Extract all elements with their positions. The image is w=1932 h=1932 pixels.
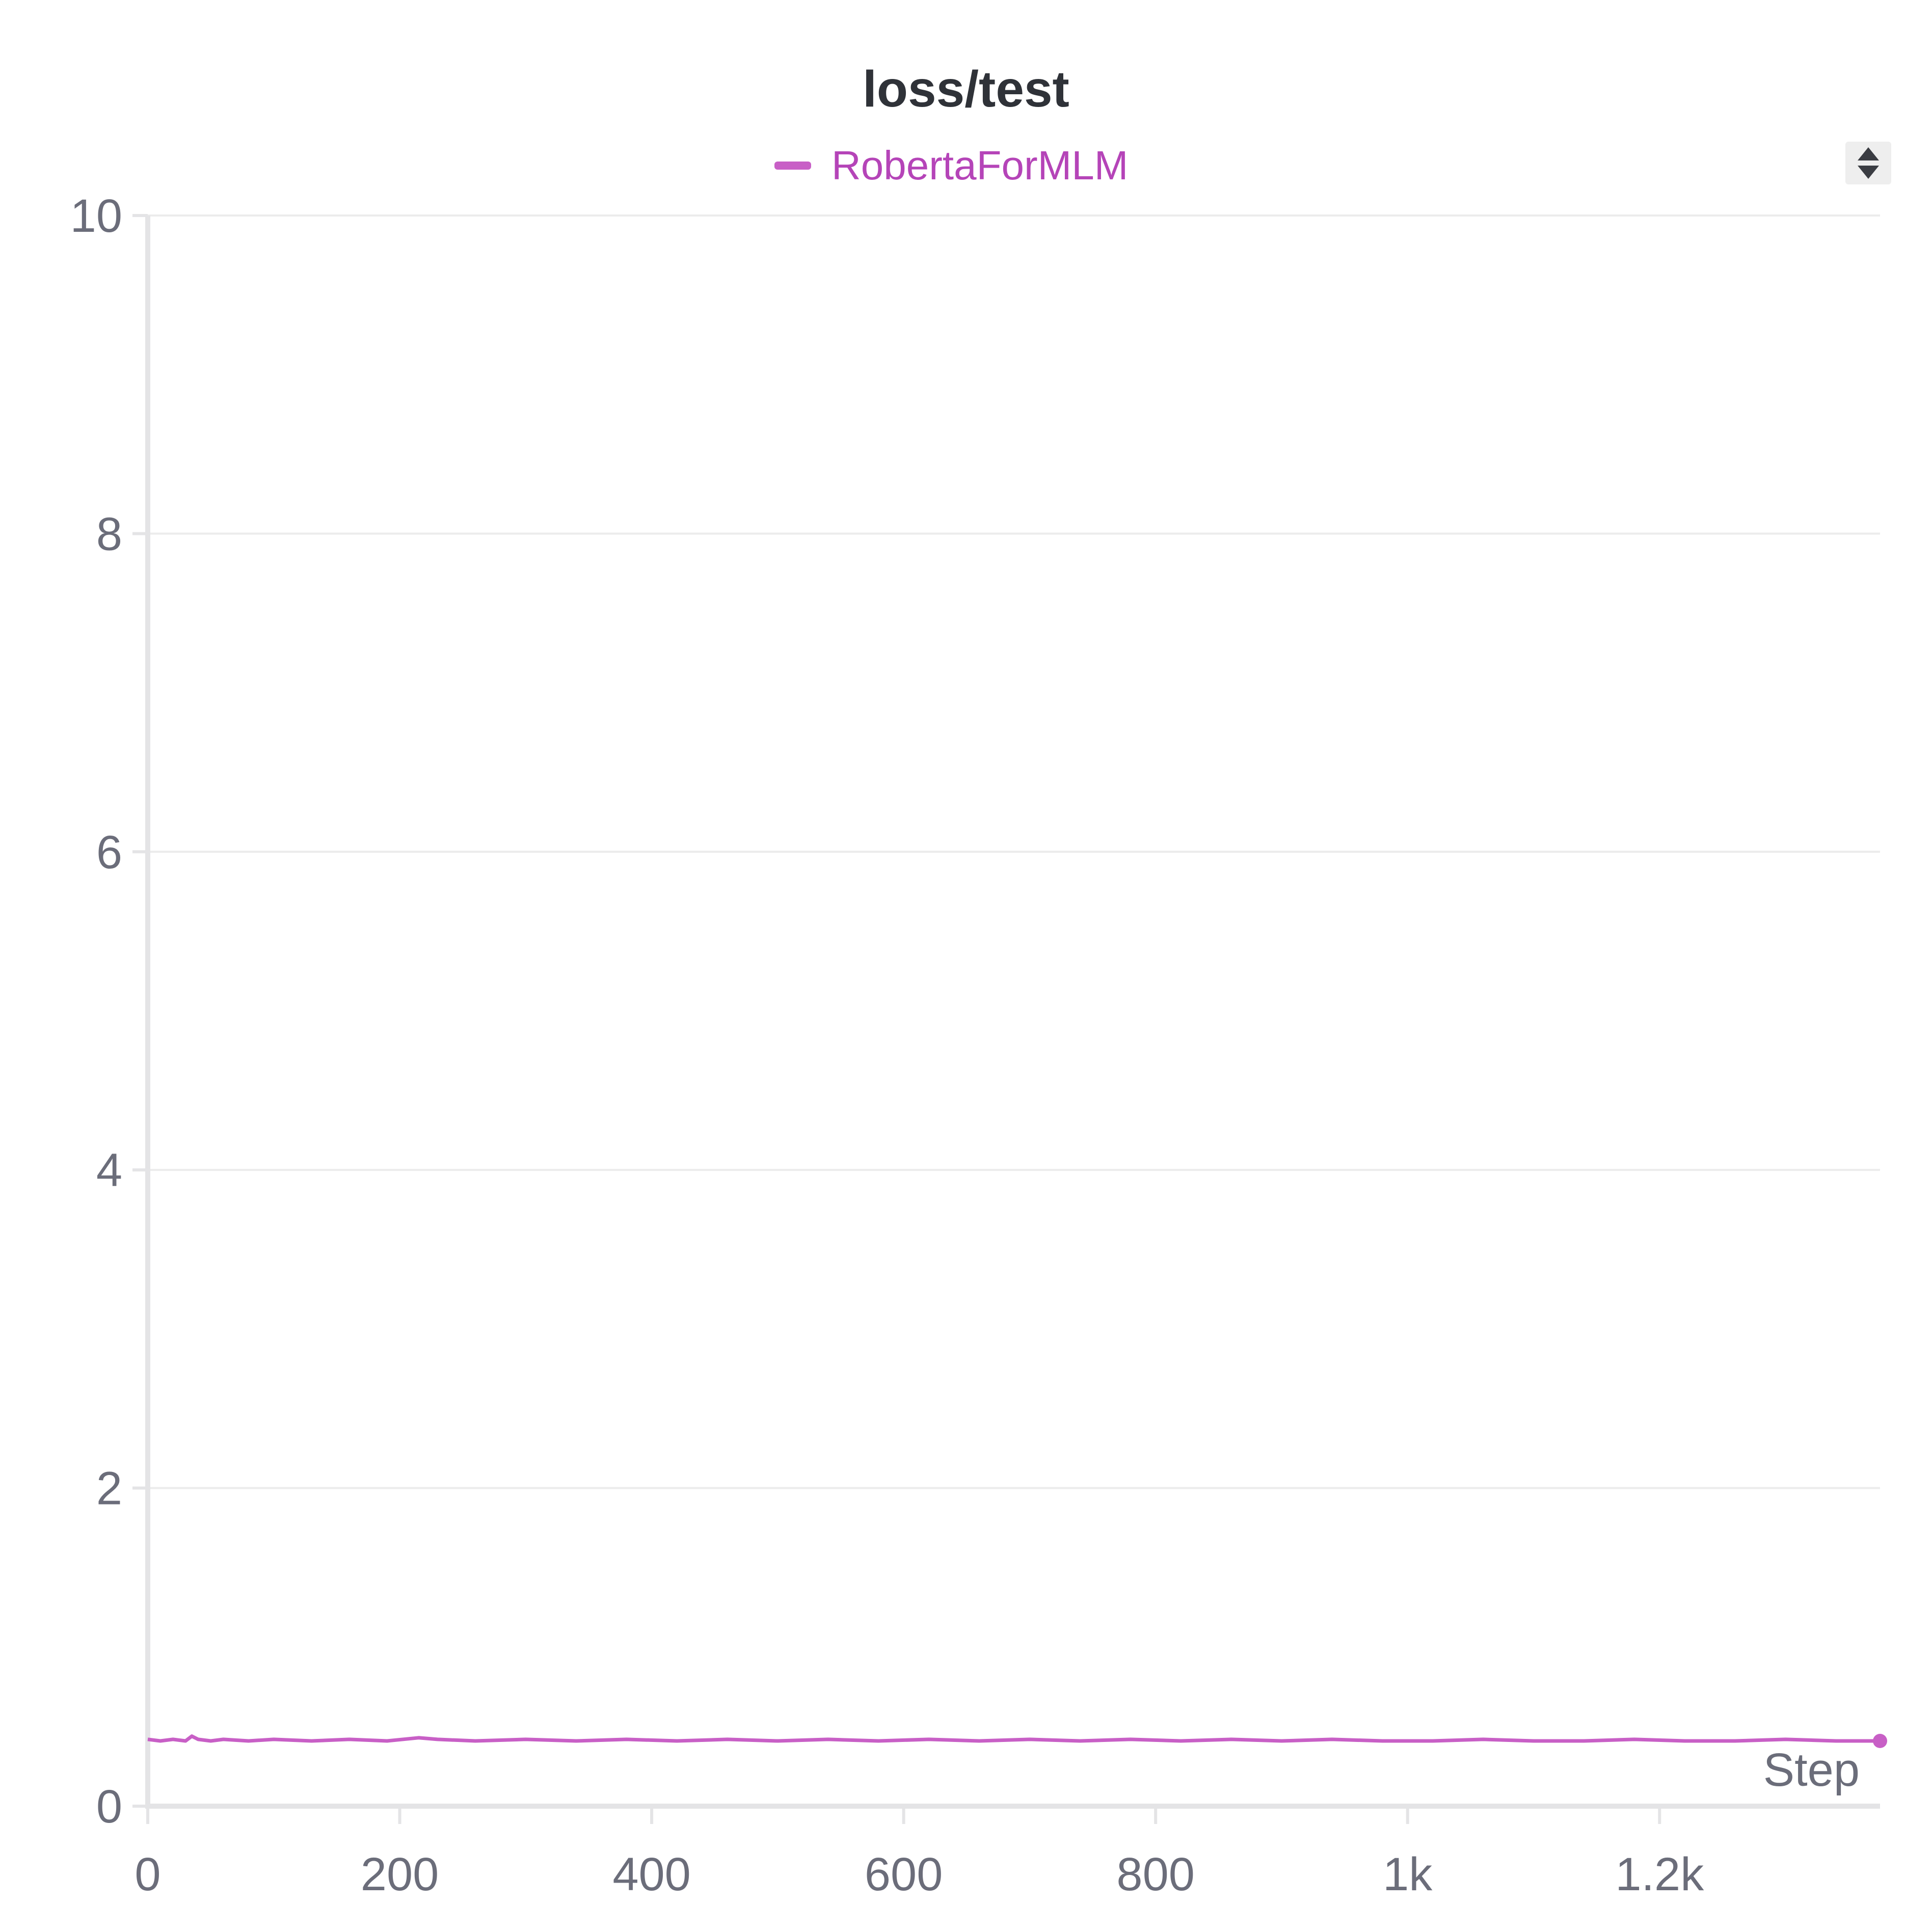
x-axis-label: Step xyxy=(1763,1744,1860,1796)
grid-lines xyxy=(148,214,1880,1489)
x-tick-label: 600 xyxy=(865,1848,943,1900)
x-tick-label: 1k xyxy=(1383,1848,1433,1900)
legend-series-label[interactable]: RobertaForMLM xyxy=(831,143,1129,188)
y-tick-label: 8 xyxy=(96,508,122,560)
x-tick-label: 400 xyxy=(612,1848,691,1900)
series-line xyxy=(147,1734,1880,1743)
legend: RobertaForMLM xyxy=(774,140,1128,191)
legend-sort-button[interactable] xyxy=(1845,142,1891,184)
x-tick-label: 800 xyxy=(1116,1848,1195,1900)
series-end-point xyxy=(1873,1733,1887,1748)
y-tick-label: 10 xyxy=(70,190,122,242)
x-tick-label: 200 xyxy=(361,1848,439,1900)
y-tick-label: 6 xyxy=(96,826,122,878)
x-tick-label: 1.2k xyxy=(1615,1848,1704,1900)
axes xyxy=(132,214,1880,1824)
tick-labels: 0 2 4 6 8 10 0 200 400 600 800 1k 1.2k Step xyxy=(70,190,1860,1900)
y-tick-label: 4 xyxy=(96,1144,122,1196)
sort-arrows-icon xyxy=(1858,147,1879,179)
legend-swatch xyxy=(774,162,811,170)
x-tick-label: 0 xyxy=(135,1848,160,1900)
y-tick-label: 0 xyxy=(96,1781,122,1833)
series-layer xyxy=(147,1733,1887,1748)
y-tick-label: 2 xyxy=(96,1463,122,1515)
chart-title: loss/test xyxy=(863,61,1069,118)
